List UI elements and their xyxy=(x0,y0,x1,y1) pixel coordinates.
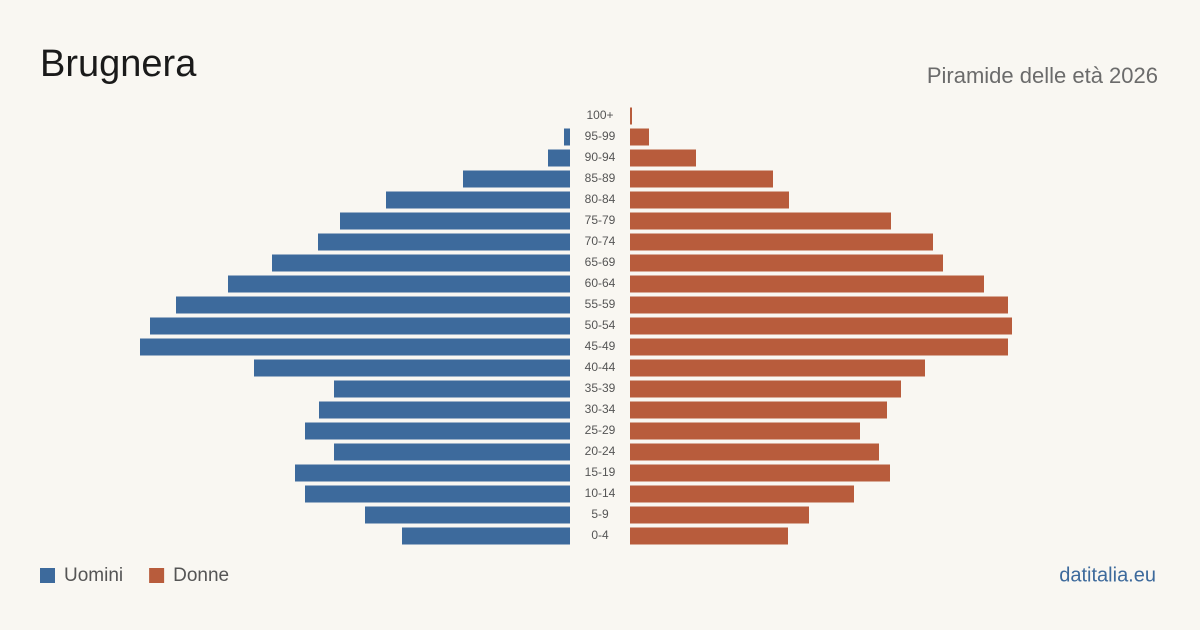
age-label: 70-74 xyxy=(585,234,616,248)
source: datitalia.eu xyxy=(1059,564,1156,586)
age-label: 15-19 xyxy=(585,465,616,479)
bar xyxy=(630,422,860,440)
bar xyxy=(630,191,789,209)
age-label: 40-44 xyxy=(585,360,616,374)
bar xyxy=(228,275,570,293)
bar xyxy=(150,317,570,335)
bar xyxy=(295,464,570,482)
bar xyxy=(463,170,570,188)
bar xyxy=(630,380,901,398)
bar xyxy=(318,233,570,251)
bar xyxy=(305,485,570,503)
age-label: 60-64 xyxy=(585,276,616,290)
bar xyxy=(334,443,570,461)
bar xyxy=(319,401,570,419)
bar xyxy=(272,254,570,272)
age-label: 85-89 xyxy=(585,171,616,185)
age-label: 5-9 xyxy=(591,507,609,521)
bar xyxy=(630,296,1008,314)
age-label: 55-59 xyxy=(585,297,616,311)
bar xyxy=(630,338,1008,356)
bar xyxy=(630,254,943,272)
age-label: 65-69 xyxy=(585,255,616,269)
bar xyxy=(630,443,879,461)
age-label: 50-54 xyxy=(585,318,616,332)
bar xyxy=(340,212,570,230)
bar xyxy=(386,191,570,209)
chart-title: Brugnera xyxy=(40,43,197,85)
bar xyxy=(630,359,925,377)
age-label: 20-24 xyxy=(585,444,616,458)
bar xyxy=(548,149,570,167)
age-label: 100+ xyxy=(586,108,613,122)
legend-swatch xyxy=(40,568,55,583)
age-label: 25-29 xyxy=(585,423,616,437)
bar xyxy=(630,107,632,125)
age-label: 75-79 xyxy=(585,213,616,227)
age-label: 10-14 xyxy=(585,486,616,500)
bar xyxy=(402,527,570,545)
bar xyxy=(630,128,649,146)
legend-label: Donne xyxy=(173,565,229,586)
bar xyxy=(630,464,890,482)
bar xyxy=(630,212,891,230)
bar xyxy=(630,170,773,188)
bar xyxy=(630,317,1012,335)
bar xyxy=(630,506,809,524)
bar xyxy=(334,380,570,398)
legend-label: Uomini xyxy=(64,565,123,586)
chart-subtitle: Piramide delle età 2026 xyxy=(927,63,1158,88)
bar xyxy=(630,401,887,419)
age-label: 35-39 xyxy=(585,381,616,395)
bar xyxy=(305,422,570,440)
bar xyxy=(140,338,570,356)
bar xyxy=(365,506,570,524)
age-label: 45-49 xyxy=(585,339,616,353)
legend-swatch xyxy=(149,568,165,583)
bar xyxy=(630,233,933,251)
bar xyxy=(564,128,570,146)
age-label: 0-4 xyxy=(591,528,609,542)
age-label: 30-34 xyxy=(585,402,616,416)
bar xyxy=(630,527,788,545)
bar xyxy=(630,149,696,167)
bar xyxy=(630,485,854,503)
bar xyxy=(176,296,570,314)
age-label: 90-94 xyxy=(585,150,616,164)
bar xyxy=(254,359,570,377)
age-label: 80-84 xyxy=(585,192,616,206)
bar xyxy=(630,275,984,293)
age-label: 95-99 xyxy=(585,129,616,143)
